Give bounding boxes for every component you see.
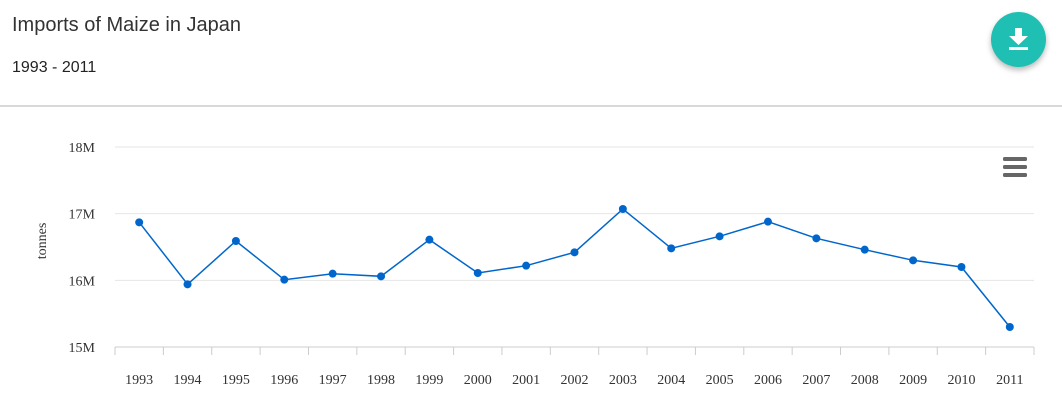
series-line-group — [135, 205, 1014, 331]
x-tick-label: 1994 — [174, 373, 202, 388]
hamburger-menu-icon[interactable] — [1002, 156, 1028, 178]
data-point[interactable] — [812, 234, 821, 243]
data-point[interactable] — [667, 244, 676, 253]
data-point[interactable] — [715, 232, 724, 241]
x-tick-label: 1998 — [367, 373, 395, 388]
chart-header: Imports of Maize in Japan 1993 - 2011 — [0, 0, 1062, 107]
chart-title: Imports of Maize in Japan — [12, 14, 241, 36]
x-tick-label: 2008 — [851, 373, 879, 388]
chart-subtitle: 1993 - 2011 — [12, 59, 97, 76]
data-point[interactable] — [135, 218, 144, 227]
data-point[interactable] — [618, 205, 627, 213]
data-point[interactable] — [183, 280, 192, 289]
data-point[interactable] — [280, 275, 289, 284]
y-tick-label: 17M — [69, 208, 96, 223]
y-tick-label: 15M — [69, 341, 96, 356]
data-point[interactable] — [957, 263, 966, 271]
x-tick-label: 2000 — [464, 373, 492, 388]
x-tick-label: 1997 — [319, 373, 347, 388]
y-axis-title: tonnes — [35, 223, 50, 260]
data-point[interactable] — [570, 248, 579, 257]
x-tick-label: 1993 — [125, 373, 153, 388]
x-axis — [114, 346, 1035, 355]
data-point[interactable] — [328, 269, 337, 278]
x-tick-label: 2006 — [754, 373, 782, 388]
x-tick-label: 2003 — [609, 373, 637, 388]
data-point[interactable] — [377, 272, 386, 281]
x-tick-label: 2009 — [899, 373, 927, 388]
download-icon — [1009, 28, 1028, 50]
x-tick-label: 2011 — [996, 373, 1023, 388]
data-point[interactable] — [763, 217, 772, 226]
x-tick-label: 2007 — [802, 373, 830, 388]
y-axis: 15M 16M 17M 18M — [69, 141, 96, 356]
x-tick-label: 2001 — [512, 373, 540, 388]
grid-lines — [115, 146, 1034, 281]
x-tick-label: 2010 — [947, 373, 975, 388]
data-point[interactable] — [473, 269, 482, 277]
data-point[interactable] — [522, 261, 531, 270]
series-line — [138, 208, 1011, 328]
x-tick-label: 1995 — [222, 373, 250, 388]
data-point[interactable] — [425, 235, 434, 244]
data-point[interactable] — [1005, 323, 1014, 331]
data-point[interactable] — [860, 245, 869, 254]
download-button[interactable] — [991, 12, 1046, 67]
data-point[interactable] — [909, 256, 918, 265]
data-point[interactable] — [231, 237, 240, 245]
x-tick-label: 2004 — [657, 373, 685, 388]
x-tick-label: 1999 — [415, 373, 443, 388]
x-tick-label: 2005 — [706, 373, 734, 388]
y-tick-label: 16M — [69, 274, 96, 289]
x-tick-labels: 1993 1994 1995 1996 1997 1998 1999 2000 2001 2002… — [125, 373, 1023, 388]
y-tick-label: 18M — [69, 141, 96, 156]
x-tick-label: 1996 — [270, 373, 298, 388]
x-tick-label: 2002 — [561, 373, 589, 388]
